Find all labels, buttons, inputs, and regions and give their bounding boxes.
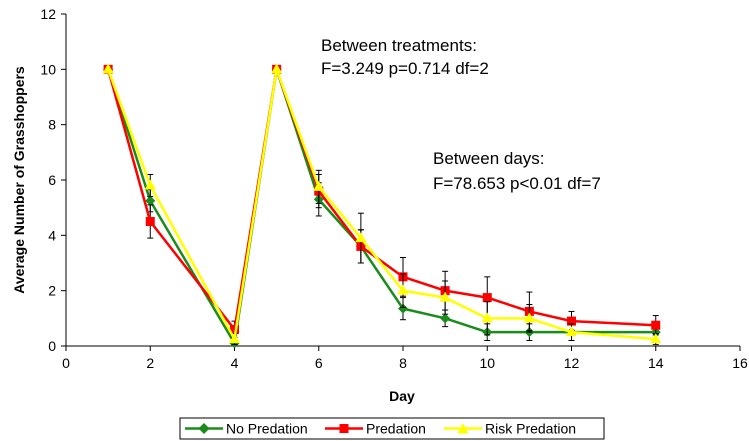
x-tick-label: 12	[564, 355, 580, 371]
legend-box	[179, 417, 605, 440]
x-tick-label: 4	[231, 355, 239, 371]
y-tick-label: 2	[48, 283, 56, 299]
data-point	[440, 313, 451, 324]
legend: No Predation Predation Risk Predation	[179, 417, 605, 440]
data-point	[397, 284, 409, 295]
annotation-treatments-stats: F=3.249 p=0.714 df=2	[321, 59, 489, 78]
legend-label-predation: Predation	[366, 421, 426, 437]
data-point	[651, 320, 661, 330]
data-point	[567, 316, 576, 326]
legend-label-risk-predation: Risk Predation	[485, 421, 576, 437]
series-predation	[103, 64, 661, 339]
legend-marker-diamond	[198, 423, 210, 434]
annotation-days-stats: F=78.653 p<0.01 df=7	[433, 174, 601, 193]
legend-marker-triangle	[457, 423, 469, 434]
data-point	[481, 312, 493, 323]
y-axis-ticks: 0 2 4 6 8 10 12	[40, 6, 66, 354]
legend-item-no-predation: No Predation	[185, 421, 308, 437]
y-tick-label: 12	[40, 6, 56, 22]
y-tick-label: 4	[48, 227, 56, 243]
x-tick-label: 16	[732, 355, 748, 371]
series-no-predation	[103, 64, 661, 349]
data-point	[230, 324, 239, 334]
data-point	[523, 312, 535, 323]
data-point	[482, 293, 492, 303]
series-line	[106, 68, 656, 331]
x-axis-ticks: 0 2 4 6 8 10 12 14 16	[62, 346, 748, 371]
annotation-days-title: Between days:	[433, 149, 545, 168]
legend-marker-square	[339, 424, 349, 433]
data-point	[398, 303, 408, 314]
data-point	[229, 333, 240, 344]
data-point	[313, 180, 325, 191]
data-point	[355, 232, 367, 243]
data-point	[145, 217, 155, 226]
series-risk-predation	[102, 63, 662, 346]
data-point	[145, 195, 156, 206]
y-tick-label: 6	[48, 172, 56, 188]
data-point	[650, 333, 662, 344]
data-point	[102, 63, 114, 74]
x-tick-label: 2	[146, 355, 154, 371]
data-point	[566, 326, 577, 337]
y-axis-title: Average Number of Grasshoppers	[11, 66, 27, 294]
legend-item-risk-predation: Risk Predation	[444, 421, 576, 437]
data-point	[144, 179, 156, 190]
x-tick-label: 8	[399, 355, 407, 371]
x-tick-label: 0	[62, 355, 70, 371]
y-tick-label: 0	[48, 338, 56, 354]
data-point	[439, 291, 451, 302]
x-axis-title: Day	[389, 388, 415, 404]
legend-item-predation: Predation	[325, 421, 426, 437]
annotation-treatments-title: Between treatments:	[321, 36, 477, 55]
legend-label-no-predation: No Predation	[226, 421, 308, 437]
plot-area	[102, 63, 662, 349]
x-tick-label: 14	[648, 355, 664, 371]
series-line	[106, 68, 656, 341]
y-tick-label: 8	[48, 117, 56, 133]
y-tick-label: 10	[40, 61, 56, 77]
x-tick-label: 6	[315, 355, 323, 371]
x-tick-label: 10	[479, 355, 495, 371]
data-point	[271, 63, 283, 74]
series-line	[106, 68, 656, 345]
